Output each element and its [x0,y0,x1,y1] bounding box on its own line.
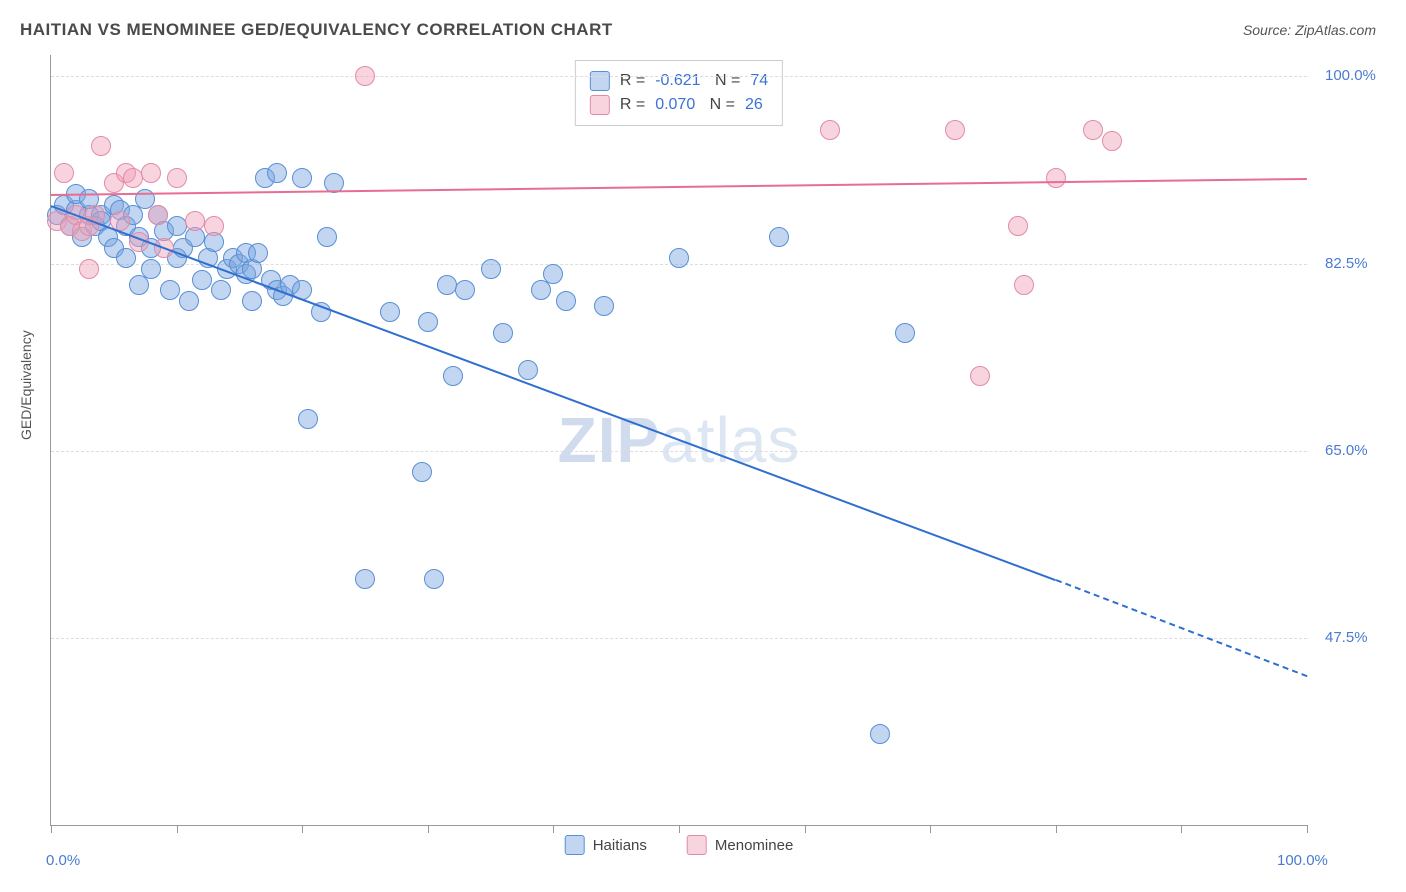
series-legend: Haitians Menominee [565,835,794,855]
swatch-icon [565,835,585,855]
data-point [204,216,224,236]
x-tick [1307,825,1308,833]
data-point [481,259,501,279]
data-point [211,280,231,300]
gridline [51,451,1307,452]
x-tick [1181,825,1182,833]
data-point [242,291,262,311]
legend-item: Haitians [565,835,647,855]
stats-row-2: R =0.070 N =26 [590,93,768,117]
data-point [418,312,438,332]
data-point [518,360,538,380]
data-point [1046,168,1066,188]
data-point [1014,275,1034,295]
data-point [167,168,187,188]
data-point [317,227,337,247]
x-min-label: 0.0% [46,852,80,869]
data-point [455,280,475,300]
data-point [443,366,463,386]
x-tick [428,825,429,833]
stats-legend: R =-0.621 N =74 R =0.070 N =26 [575,60,783,126]
data-point [493,323,513,343]
x-tick [930,825,931,833]
data-point [355,66,375,86]
data-point [543,264,563,284]
legend-item: Menominee [687,835,793,855]
scatter-plot: ZIPatlas R =-0.621 N =74 R =0.070 N =26 … [50,55,1307,826]
data-point [945,120,965,140]
x-tick [177,825,178,833]
data-point [91,136,111,156]
source-label: Source: ZipAtlas.com [1243,22,1376,38]
data-point [179,291,199,311]
data-point [1102,131,1122,151]
data-point [412,462,432,482]
swatch-icon [590,95,610,115]
data-point [669,248,689,268]
data-point [424,569,444,589]
x-tick [805,825,806,833]
x-tick [679,825,680,833]
chart-title: HAITIAN VS MENOMINEE GED/EQUIVALENCY COR… [20,20,613,40]
data-point [192,270,212,290]
data-point [531,280,551,300]
y-tick-label: 100.0% [1325,67,1376,84]
data-point [185,211,205,231]
x-tick [302,825,303,833]
gridline [51,638,1307,639]
data-point [556,291,576,311]
data-point [141,163,161,183]
data-point [355,569,375,589]
x-tick [553,825,554,833]
data-point [298,409,318,429]
x-tick [51,825,52,833]
trend-line [51,178,1307,196]
data-point [167,216,187,236]
y-tick-label: 65.0% [1325,442,1368,459]
data-point [248,243,268,263]
y-axis-label: GED/Equivalency [18,330,34,440]
y-tick-label: 82.5% [1325,255,1368,272]
x-tick [1056,825,1057,833]
data-point [123,168,143,188]
x-max-label: 100.0% [1277,852,1328,869]
data-point [79,259,99,279]
data-point [267,163,287,183]
data-point [895,323,915,343]
data-point [1008,216,1028,236]
trend-line [51,205,1056,581]
data-point [594,296,614,316]
data-point [54,163,74,183]
data-point [380,302,400,322]
data-point [870,724,890,744]
gridline [51,76,1307,77]
data-point [116,248,136,268]
trend-line [1055,579,1307,677]
data-point [970,366,990,386]
data-point [141,259,161,279]
data-point [1083,120,1103,140]
stats-row-1: R =-0.621 N =74 [590,69,768,93]
data-point [820,120,840,140]
y-tick-label: 47.5% [1325,629,1368,646]
swatch-icon [590,71,610,91]
swatch-icon [687,835,707,855]
data-point [160,280,180,300]
data-point [148,205,168,225]
data-point [437,275,457,295]
data-point [769,227,789,247]
data-point [292,168,312,188]
data-point [129,275,149,295]
